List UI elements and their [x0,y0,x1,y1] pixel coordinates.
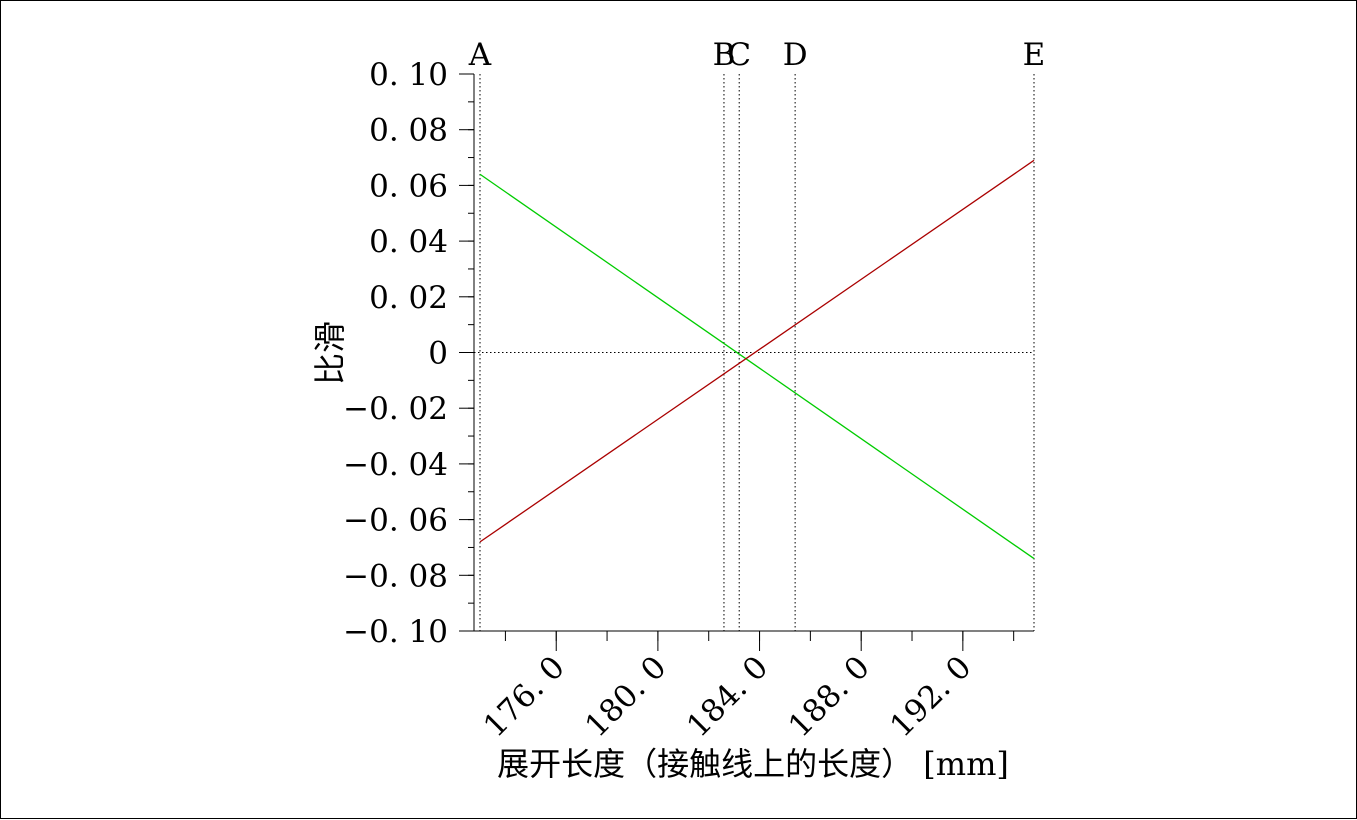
x-tick-label: 180. 0 [578,649,673,744]
y-tick-label: −0. 08 [343,558,448,594]
x-tick-label: 176. 0 [477,649,572,744]
x-tick-label: 188. 0 [782,649,877,744]
series-line [479,173,1035,560]
x-axis-label: 展开长度（接触线上的长度） [mm] [497,745,1009,783]
marker-label: C [727,37,751,73]
x-tick-label: 192. 0 [883,649,978,744]
y-tick-label: 0 [428,336,448,372]
position-markers: A BC D E [468,37,1046,631]
y-tick-label: −0. 10 [343,614,448,650]
y-tick-label: 0. 04 [369,224,448,260]
marker-label: D [783,37,808,73]
y-tick-label: 0. 02 [369,280,448,316]
series-line [479,159,1035,543]
y-tick-label: 0. 10 [369,57,448,93]
marker-label: E [1023,37,1046,73]
series-lines [479,159,1035,560]
y-tick-label: 0. 06 [369,168,448,204]
y-axis-label: 比滑 [311,321,349,385]
marker-label: B [713,37,736,73]
y-tick-label: −0. 02 [343,391,448,427]
y-tick-label: −0. 06 [343,503,448,539]
marker-label: A [468,37,492,73]
y-tick-label: −0. 04 [343,447,448,483]
x-tick-label: 184. 0 [680,649,775,744]
axes: 0. 10 0. 08 0. 06 0. 04 0. 02 0 −0. 02 −0. 04 −0… [343,57,1034,744]
y-tick-label: 0. 08 [369,113,448,149]
